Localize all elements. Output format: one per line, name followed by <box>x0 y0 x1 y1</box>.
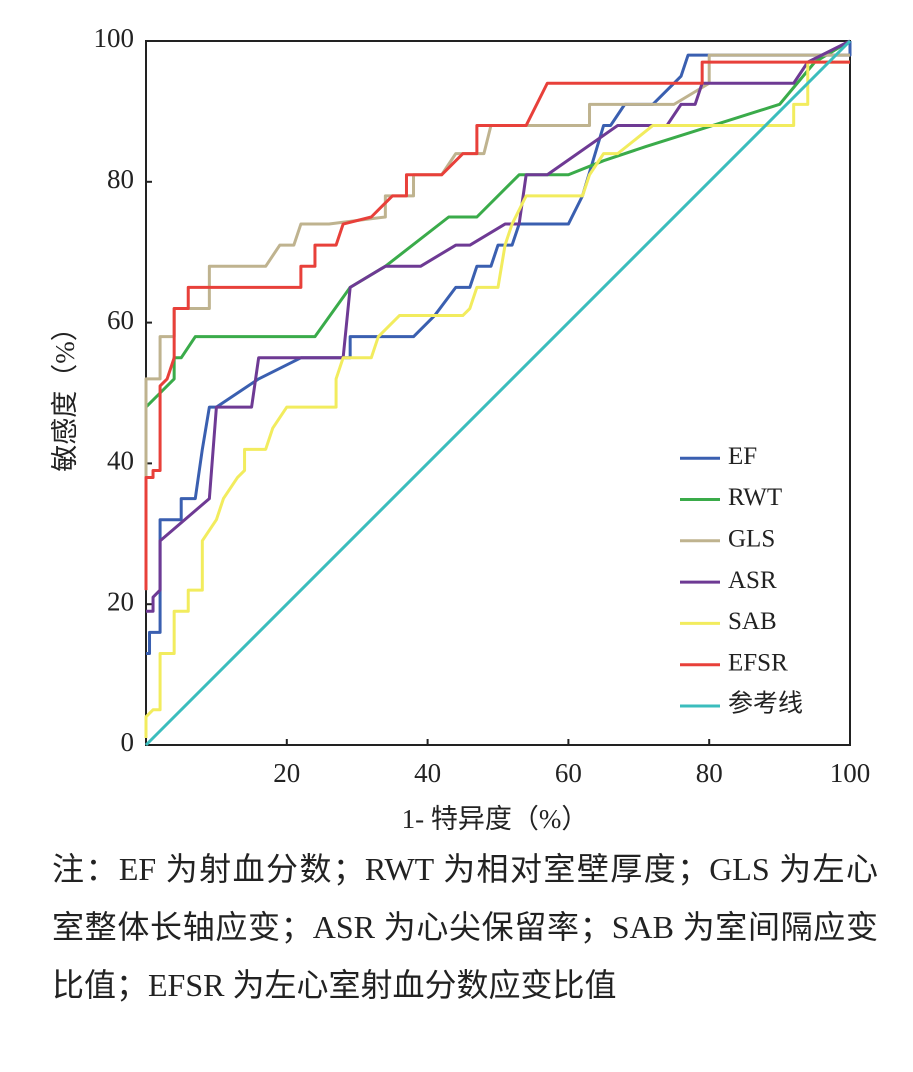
legend-label: ASR <box>728 567 777 594</box>
series-line <box>144 60 850 738</box>
x-tick-label: 40 <box>414 758 441 788</box>
series-line <box>146 39 851 613</box>
y-tick-label: 100 <box>94 23 135 53</box>
legend-label: RWT <box>728 484 782 511</box>
legend-label: SAB <box>728 608 777 635</box>
series-line <box>144 60 850 591</box>
y-tick-label: 40 <box>107 446 134 476</box>
x-tick-label: 20 <box>273 758 300 788</box>
series-line <box>144 39 851 409</box>
y-tick-label: 20 <box>107 586 134 616</box>
y-tick-label: 0 <box>121 727 135 757</box>
y-axis-label: 敏感度（%） <box>50 314 80 472</box>
y-tick-label: 60 <box>107 305 134 335</box>
chart: 1- 特异度（%） 敏感度（%） 0 20 40 60 80 100 20 40 60 80 100… <box>50 23 871 834</box>
note: 注：EF 为射血分数；RWT 为相对室壁厚度；GLS 为左心室整体长轴应变；AS… <box>52 851 878 1003</box>
series-line <box>144 39 852 747</box>
x-tick-label: 80 <box>696 758 723 788</box>
legend-label: EF <box>728 443 757 470</box>
x-tick-label: 100 <box>830 758 871 788</box>
series-line <box>146 41 852 655</box>
legend-label: EFSR <box>728 649 788 676</box>
x-axis-label: 1- 特异度（%） <box>402 804 589 834</box>
x-tick-label: 60 <box>555 758 582 788</box>
legend-label: 参考线 <box>728 690 803 718</box>
y-tick-label: 80 <box>107 164 134 194</box>
legend-label: GLS <box>728 526 775 553</box>
